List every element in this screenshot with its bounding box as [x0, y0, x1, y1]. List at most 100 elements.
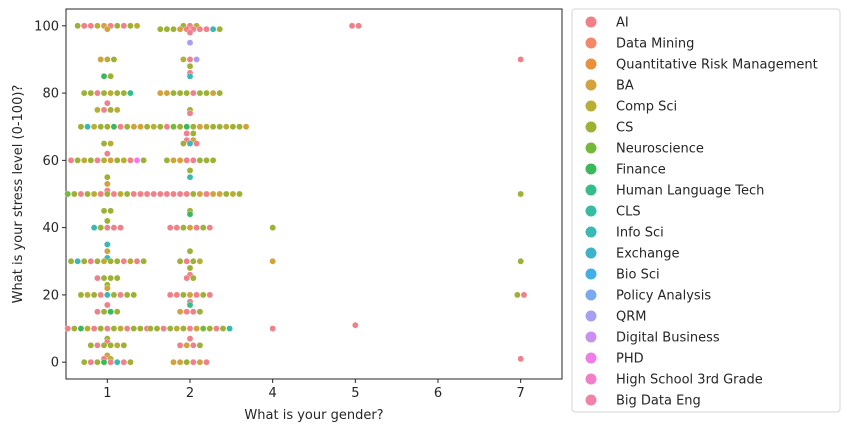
data-point	[107, 274, 114, 282]
data-point	[113, 22, 121, 30]
x-tick-label: 6	[434, 386, 442, 401]
data-point	[196, 25, 204, 33]
data-point	[133, 157, 141, 164]
data-point	[216, 89, 223, 97]
data-point	[166, 224, 174, 231]
data-point	[183, 257, 190, 265]
data-point	[107, 72, 114, 80]
data-point	[104, 247, 111, 255]
data-point	[110, 291, 118, 299]
data-point	[186, 335, 194, 342]
data-point	[84, 291, 91, 299]
data-point	[173, 291, 181, 299]
data-point	[163, 25, 171, 33]
data-point	[143, 190, 151, 198]
data-point	[77, 190, 85, 198]
data-point	[104, 325, 111, 332]
data-point	[190, 89, 197, 97]
data-point	[183, 130, 190, 137]
data-point	[193, 325, 200, 332]
legend-entry-label: QRM	[616, 310, 646, 325]
data-point	[117, 291, 124, 299]
data-point	[352, 321, 359, 329]
data-point	[269, 224, 276, 231]
data-point	[176, 123, 184, 131]
data-point	[120, 358, 128, 366]
data-point	[219, 325, 227, 332]
data-point	[127, 22, 134, 30]
data-point	[120, 22, 128, 30]
data-point	[104, 150, 111, 157]
data-point	[183, 190, 190, 198]
data-point	[186, 72, 194, 80]
data-point	[176, 308, 184, 316]
data-point	[80, 358, 88, 366]
data-point	[71, 325, 78, 332]
data-point	[107, 308, 114, 316]
data-point	[90, 123, 98, 131]
data-point	[87, 22, 95, 30]
data-point	[170, 358, 177, 366]
data-point	[203, 358, 210, 366]
data-point	[104, 180, 111, 188]
data-point	[186, 325, 194, 332]
data-point	[176, 190, 184, 198]
data-point	[100, 308, 108, 316]
data-point	[216, 123, 223, 131]
data-point	[100, 207, 108, 215]
legend-entry-label: AI	[616, 16, 629, 31]
legend-entry-label: High School 3rd Grade	[616, 373, 763, 388]
data-point	[176, 25, 184, 33]
data-point	[163, 123, 171, 131]
x-tick-label: 5	[351, 386, 359, 401]
data-point	[209, 190, 217, 198]
data-point	[153, 325, 161, 332]
data-point	[196, 358, 204, 366]
data-point	[127, 89, 134, 97]
data-point	[107, 207, 114, 215]
legend-entry-label: Exchange	[616, 247, 680, 262]
legend-marker	[585, 184, 597, 196]
data-point	[117, 123, 124, 131]
data-point	[186, 173, 194, 181]
data-point	[113, 308, 121, 316]
data-point	[209, 89, 217, 97]
data-point	[120, 257, 128, 265]
data-point	[190, 130, 197, 137]
data-point	[193, 291, 200, 299]
data-point	[355, 22, 362, 30]
data-point	[150, 123, 157, 131]
data-point	[180, 291, 187, 299]
data-point	[104, 173, 111, 181]
data-point	[84, 190, 91, 198]
data-point	[87, 89, 95, 97]
data-point	[520, 291, 528, 299]
data-point	[87, 342, 95, 349]
data-point	[157, 190, 164, 198]
data-point	[199, 325, 207, 332]
data-point	[517, 190, 524, 198]
y-tick-label: 80	[42, 87, 59, 102]
data-point	[170, 157, 177, 164]
data-point	[80, 22, 88, 30]
data-point	[160, 325, 167, 332]
y-tick-label: 40	[42, 221, 59, 236]
data-point	[163, 157, 171, 164]
legend-entry-label: Digital Business	[616, 331, 720, 346]
data-point	[87, 157, 95, 164]
legend-entry-label: Human Language Tech	[616, 184, 764, 199]
data-point	[186, 224, 194, 231]
data-point	[120, 342, 128, 349]
x-axis-ticks: 1 2 4 5 6 7	[103, 379, 525, 401]
data-point	[123, 190, 131, 198]
data-point	[94, 358, 101, 366]
data-point	[77, 325, 85, 332]
data-point	[104, 99, 111, 107]
data-point	[97, 56, 105, 63]
data-point	[100, 140, 108, 147]
data-point	[203, 157, 210, 164]
data-point	[176, 89, 184, 97]
legend-entry-label: Comp Sci	[616, 100, 677, 115]
data-point	[206, 224, 214, 231]
data-point	[176, 157, 184, 164]
